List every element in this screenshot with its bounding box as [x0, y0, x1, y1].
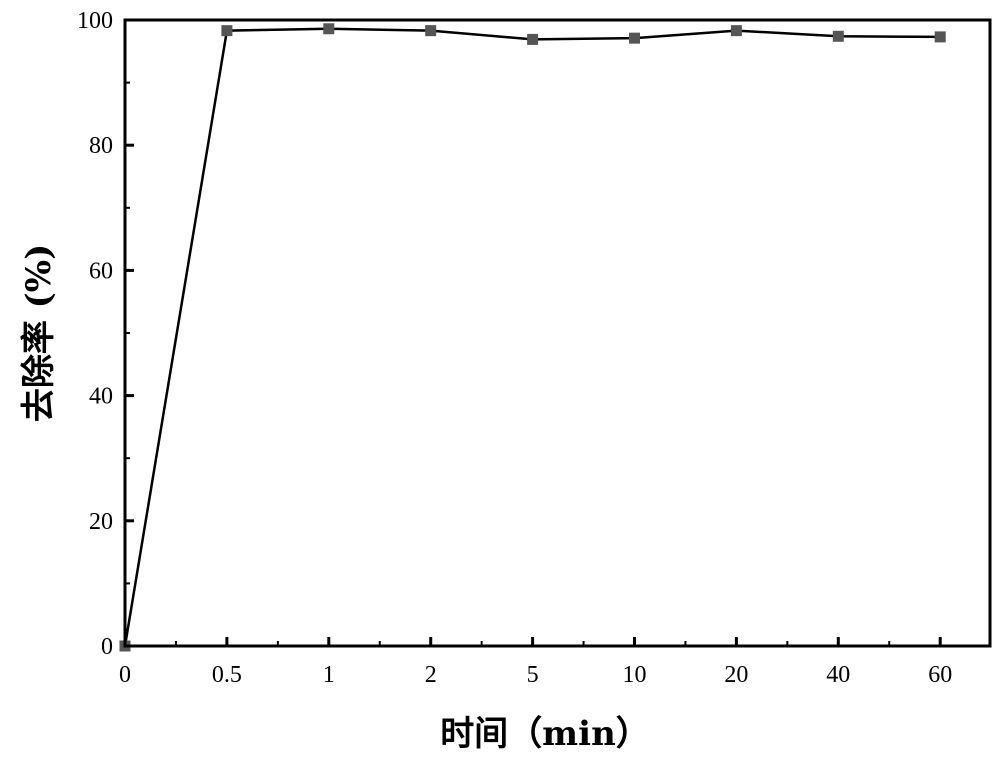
plot-frame	[123, 18, 992, 648]
plot-marks	[119, 23, 946, 652]
x-tick-label: 10	[623, 662, 647, 688]
y-tick-label: 80	[89, 133, 113, 159]
data-point	[629, 32, 640, 44]
data-point	[527, 33, 539, 45]
axes: 0 20 40 60 80 100 0 0.5 1 2 5 10 20 40 60	[77, 8, 952, 688]
x-tick-label: 0	[119, 662, 131, 688]
y-tick-label: 40	[89, 384, 113, 410]
x-tick-label: 40	[826, 662, 850, 688]
x-tick-label: 0.5	[212, 662, 242, 688]
x-tick-label: 60	[928, 662, 952, 688]
data-point	[832, 30, 844, 42]
x-tick-label: 5	[527, 662, 539, 688]
x-tick-label: 2	[425, 662, 437, 688]
x-tick-label: 1	[323, 662, 335, 688]
x-tick-label: 20	[724, 662, 748, 688]
data-point	[425, 25, 437, 37]
series-line	[123, 27, 941, 647]
data-point	[221, 25, 233, 37]
x-axis-title: 时间（min）	[440, 714, 650, 754]
y-axis-title: 去除率 (%)	[19, 244, 59, 422]
data-point	[323, 23, 335, 35]
y-tick-label: 60	[89, 258, 113, 284]
data-point	[934, 31, 946, 43]
y-tick-label: 100	[77, 8, 113, 34]
y-tick-label: 0	[101, 634, 113, 660]
y-tick-label: 20	[89, 509, 113, 535]
data-point	[730, 25, 742, 37]
